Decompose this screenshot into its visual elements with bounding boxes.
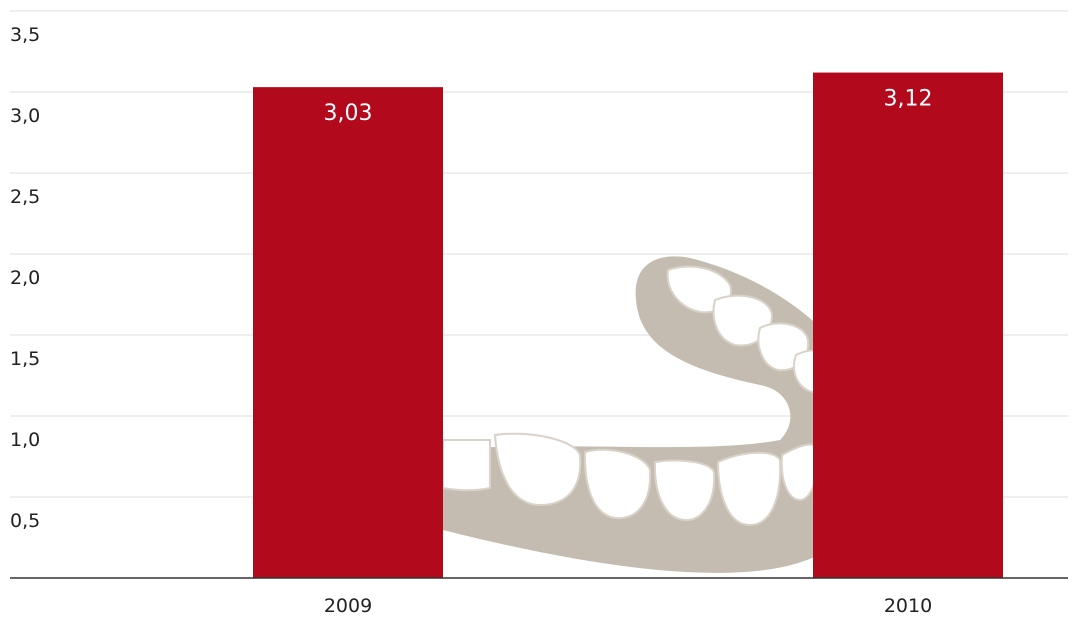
x-tick-label: 2009 xyxy=(324,595,372,617)
bar xyxy=(813,72,1003,578)
denture-illustration xyxy=(442,256,878,573)
x-tick-label: 2010 xyxy=(884,595,932,617)
y-tick-label: 1,0 xyxy=(10,429,40,451)
y-tick-label: 3,5 xyxy=(10,24,40,46)
value-label: 3,03 xyxy=(324,101,373,126)
y-tick-label: 1,5 xyxy=(10,348,40,370)
y-tick-label: 2,0 xyxy=(10,267,40,289)
value-label: 3,12 xyxy=(884,87,933,112)
y-tick-label: 3,0 xyxy=(10,105,40,127)
y-tick-label: 2,5 xyxy=(10,186,40,208)
bar xyxy=(253,87,443,578)
y-tick-label: 0,5 xyxy=(10,510,40,532)
